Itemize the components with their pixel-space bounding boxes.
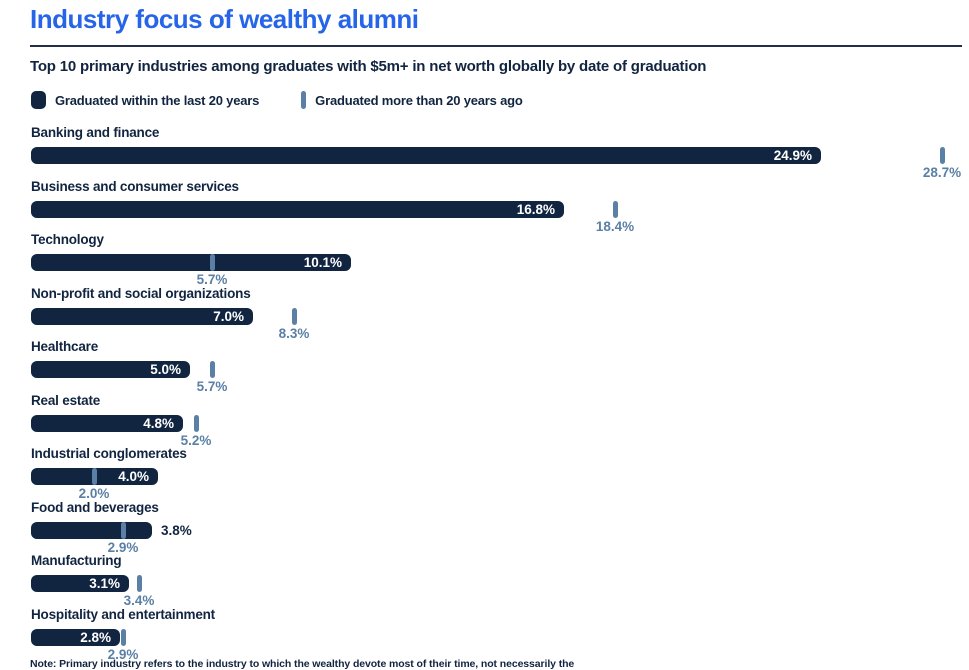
marker-value-label: 5.7% [196,272,228,287]
marker-tick-manufacturing [137,575,142,592]
legend-item-recent-graduates: Graduated within the last 20 years [31,91,259,109]
bar-real-estate: 4.8% [31,414,183,432]
marker-value-label: 5.7% [196,379,228,394]
legend-item-older-graduates: Graduated more than 20 years ago [301,91,523,109]
marker-tick-industrial-conglomerates [92,468,97,485]
tick-swatch-icon [301,91,307,109]
marker-value-label: 5.2% [180,432,212,448]
marker-value-label: 2.9% [107,646,139,662]
legend-label: Graduated within the last 20 years [55,92,260,108]
category-label-manufacturing: Manufacturing [31,553,122,568]
bar-value-label: 7.0% [213,308,244,324]
footnote: Note: Primary industry refers to the ind… [30,658,575,670]
bar-value-label: 4.8% [143,415,174,431]
chart-legend: Graduated within the last 20 years Gradu… [31,91,523,109]
chart-row-healthcare: Healthcare 5.0% 5.7% [31,339,969,394]
marker-value-label: 28.7% [922,165,962,180]
bar-business-and-consumer-services: 16.8% [31,200,564,218]
chart-row-real-estate: Real estate 4.8% 5.2% [31,392,969,448]
marker-tick-healthcare [210,361,215,378]
chart-row-hospitality-and-entertainment: Hospitality and entertainment 2.8% 2.9% [31,606,969,662]
bar-hospitality-and-entertainment: 2.8% [31,628,120,646]
category-label-banking-and-finance: Banking and finance [31,125,160,140]
marker-tick-non-profit-and-social-organizations [292,307,297,325]
chart-row-technology: Technology 10.1% 5.7% [31,232,969,287]
bar-value-label: 10.1% [303,255,342,270]
bar-technology: 10.1% [31,254,351,271]
bar-chart: Banking and finance 24.9% 28.7% Business an… [31,125,969,662]
marker-value-label: 2.0% [78,486,110,501]
category-label-hospitality-and-entertainment: Hospitality and entertainment [31,606,215,622]
marker-value-label: 18.4% [595,218,635,234]
chart-row-industrial-conglomerates: Industrial conglomerates 4.0% 2.0% [31,446,969,501]
page-title: Industry focus of wealthy alumni [30,4,419,34]
marker-value-label: 8.3% [278,325,310,341]
bar-value-label: 3.8% [161,522,192,538]
legend-label: Graduated more than 20 years ago [315,92,523,108]
marker-tick-technology [210,254,215,271]
marker-value-label: 2.9% [107,539,139,555]
marker-value-label: 3.4% [123,593,155,608]
bar-value-label: 2.8% [80,629,111,645]
marker-tick-food-and-beverages [121,521,126,539]
bar-value-label: 3.1% [89,576,120,591]
category-label-business-and-consumer-services: Business and consumer services [31,178,239,194]
chart-row-food-and-beverages: Food and beverages 3.8% 2.9% [31,499,969,555]
bar-banking-and-finance: 24.9% [31,147,821,164]
bar-value-label: 16.8% [516,201,555,217]
marker-tick-banking-and-finance [940,147,945,164]
chart-row-business-and-consumer-services: Business and consumer services 16.8% 18.4% [31,178,969,234]
chart-row-manufacturing: Manufacturing 3.1% 3.4% [31,553,969,608]
chart-row-banking-and-finance: Banking and finance 24.9% 28.7% [31,125,969,180]
bar-healthcare: 5.0% [31,361,190,378]
marker-tick-hospitality-and-entertainment [121,628,126,646]
category-label-food-and-beverages: Food and beverages [31,499,159,515]
marker-tick-business-and-consumer-services [613,200,618,218]
category-label-industrial-conglomerates: Industrial conglomerates [31,446,187,461]
bar-value-label: 5.0% [150,362,181,377]
marker-tick-real-estate [194,414,199,432]
bar-manufacturing: 3.1% [31,575,129,592]
bar-value-label: 24.9% [773,148,812,163]
category-label-non-profit-and-social-organizations: Non-profit and social organizations [31,285,251,301]
chart-subtitle: Top 10 primary industries among graduate… [30,58,707,75]
bar-food-and-beverages [31,521,152,539]
category-label-healthcare: Healthcare [31,339,99,354]
chart-row-non-profit-and-social-organizations: Non-profit and social organizations 7.0% 8… [31,285,969,341]
bar-non-profit-and-social-organizations: 7.0% [31,307,253,325]
bar-swatch-icon [31,91,46,109]
category-label-real-estate: Real estate [31,392,101,408]
category-label-technology: Technology [31,232,104,247]
title-divider [30,45,962,47]
bar-value-label: 4.0% [118,469,149,484]
